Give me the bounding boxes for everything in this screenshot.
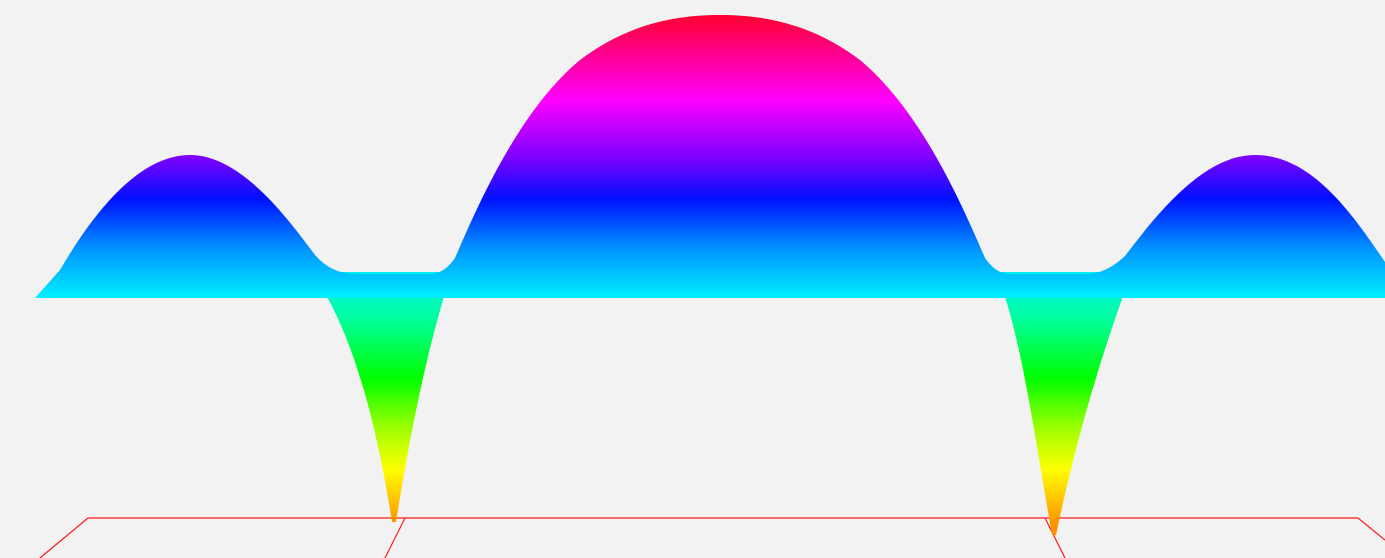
floor-mid-right-edge: [1044, 517, 1066, 558]
floor-left-edge: [39, 517, 89, 558]
floor-right-edge: [1357, 517, 1385, 541]
floor-outline: [39, 517, 1385, 558]
upper-surface-peaks: [35, 15, 1385, 298]
right-funnel-dip: [996, 272, 1132, 535]
left-funnel-dip: [312, 272, 452, 522]
floor-mid-left-edge: [384, 517, 406, 558]
